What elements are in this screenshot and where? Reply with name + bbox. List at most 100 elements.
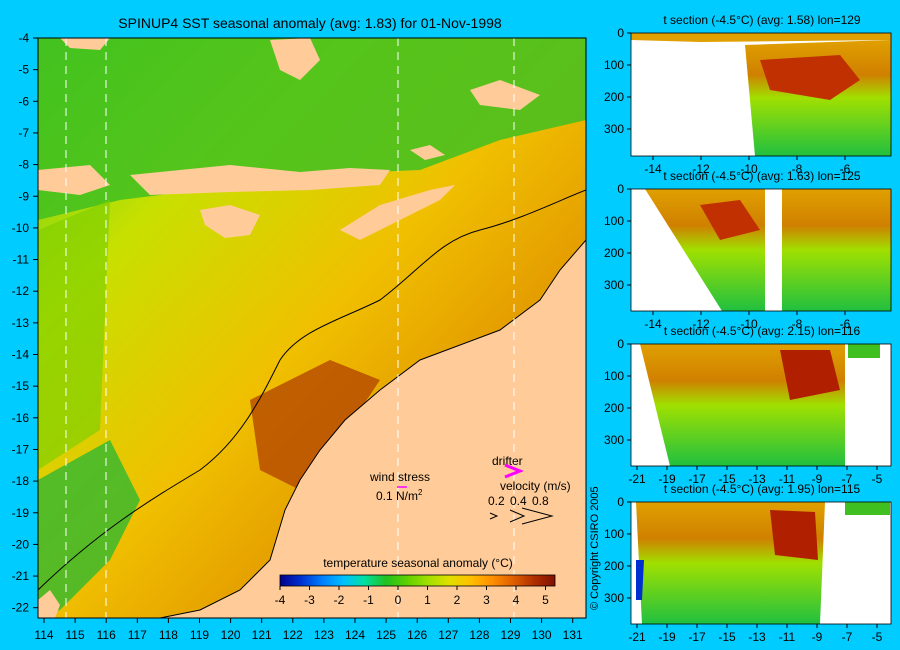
section4-frame [630,501,892,625]
section4-x-tick-label: -19 [658,630,676,644]
main-y-tick-label: -7 [18,126,29,140]
colorbar-tick-label: -4 [275,593,286,607]
main-map-title: SPINUP4 SST seasonal anomaly (avg: 1.83)… [118,15,502,31]
main-y-tick-label: -17 [12,442,30,456]
section2-y-tick-label: 100 [604,214,624,228]
wind-stress-label: wind stress [369,470,430,484]
velocity-arrow-large [521,507,554,525]
section1-x-axis: -14 -12 -10 -8 -6 [644,156,851,176]
section4-x-tick-label: -15 [718,630,736,644]
sumba-island [200,205,260,238]
colorbar [279,574,556,587]
section4-x-tick-label: -9 [812,630,823,644]
section2-plot [631,189,891,311]
section1-surface-layer [631,33,891,42]
seram-island [470,80,540,110]
main-x-tick-label: 115 [66,628,85,642]
main-x-tick-label: 123 [314,628,334,642]
main-x-tick-label: 125 [376,628,396,642]
section2-title: t section (-4.5°C) (avg: 1.63) lon=125 [663,169,861,183]
colorbar-tick-label: 2 [454,593,461,607]
section3-y-tick-label: 300 [604,433,624,447]
section3-x-tick-label: -9 [812,472,823,486]
section4-x-tick-label: -11 [779,630,796,644]
colorbar-tick-label: 3 [483,593,490,607]
main-y-tick-label: -22 [12,601,30,615]
section3-x-tick-label: -17 [688,472,706,486]
section4-x-tick-label: -13 [748,630,766,644]
colorbar-tick-label: -3 [304,593,315,607]
section4-x-tick-label: -17 [688,630,706,644]
main-y-tick-label: -16 [12,411,30,425]
section1-y-tick-label: 300 [604,122,624,136]
main-y-tick-label: -4 [18,31,29,45]
bathymetry-contour [38,189,586,591]
section4-x-axis: -21 -19 -17 -15 -13 -11 -9 -7 -5 [628,624,883,644]
main-x-tick-label: 114 [34,628,53,642]
velocity-arrow-small [489,512,499,520]
section2-y-tick-label: 200 [604,246,624,260]
section4-x-tick-label: -21 [628,630,646,644]
section1-x-tick-label: -12 [692,162,710,176]
main-x-tick-label: 122 [283,628,303,642]
section3-x-tick-label: -11 [779,472,796,486]
section1-y-tick-label: 0 [617,26,624,40]
section3-x-tick-label: -7 [842,472,853,486]
main-x-tick-label: 126 [407,628,427,642]
velocity-arrow-medium [509,509,526,523]
main-x-tick-label: 117 [128,628,147,642]
velocity-value-2: 0.8 [532,494,549,508]
main-y-tick-label: -13 [12,316,30,330]
section1-title: t section (-4.5°C) (avg: 1.58) lon=129 [663,13,861,27]
section2-water-column-east [782,189,891,311]
main-y-tick-label: -15 [12,379,30,393]
section3-plot [631,344,891,466]
section1-x-tick-label: -10 [740,162,758,176]
section3-x-tick-label: -19 [658,472,676,486]
main-y-tick-label: -20 [12,537,30,551]
main-x-tick-label: 131 [563,628,583,642]
velocity-value-0: 0.2 [488,494,505,508]
section2-warm-core [700,200,760,240]
section2-x-tick-label: -14 [644,317,662,331]
section3-x-tick-label: -21 [628,472,646,486]
main-map-y-axis: -4 -5 -6 -7 -8 -9 -10 -11 -12 -13 -14 -15 -16 -17 -18 -… [12,31,38,615]
main-x-tick-label: 119 [190,628,209,642]
main-x-tick-label: 128 [469,628,489,642]
colorbar-tick-label: -1 [363,593,374,607]
section4-title: t section (-4.5°C) (avg: 1.95) lon=115 [664,482,861,496]
northwest-cape [38,590,60,618]
wind-stress-value: 0.1 N/m [376,489,418,503]
main-y-tick-label: -21 [12,569,30,583]
section4-offshore-strip [845,502,890,515]
main-map-frame [37,37,587,619]
main-map-plot [38,38,586,618]
section4-y-tick-label: 100 [604,527,624,541]
section3-y-tick-label: 100 [604,369,624,383]
main-x-tick-label: 127 [438,628,458,642]
main-map-x-axis: 114 115 116 117 118 119 120 121 122 123 124 125 126 1… [34,618,583,642]
main-x-tick-label: 124 [345,628,365,642]
lesser-sunda-islands [130,165,390,195]
section3-y-tick-label: 0 [617,337,624,351]
main-y-tick-label: -19 [12,506,30,520]
section2-x-tick-label: -6 [840,317,851,331]
section3-offshore-strip [848,344,880,358]
wind-stress-exponent: 2 [418,488,423,497]
main-map-west-green-zone [38,200,110,470]
section4-y-tick-label: 300 [604,591,624,605]
main-y-tick-label: -18 [12,474,30,488]
main-x-tick-label: 116 [97,628,116,642]
section3-warm-core [780,350,840,400]
main-y-tick-label: -10 [12,221,30,235]
main-y-tick-label: -5 [18,63,29,77]
section3-y-axis: 0 100 200 300 [604,337,631,447]
main-y-tick-label: -12 [12,284,30,298]
section1-plot [631,33,891,156]
section3-x-axis: -21 -19 -17 -15 -13 -11 -9 -7 -5 [628,466,883,486]
colorbar-tick-label: 4 [513,593,520,607]
main-y-tick-label: -11 [13,253,30,267]
section1-y-tick-label: 100 [604,58,624,72]
section3-x-tick-label: -15 [718,472,736,486]
